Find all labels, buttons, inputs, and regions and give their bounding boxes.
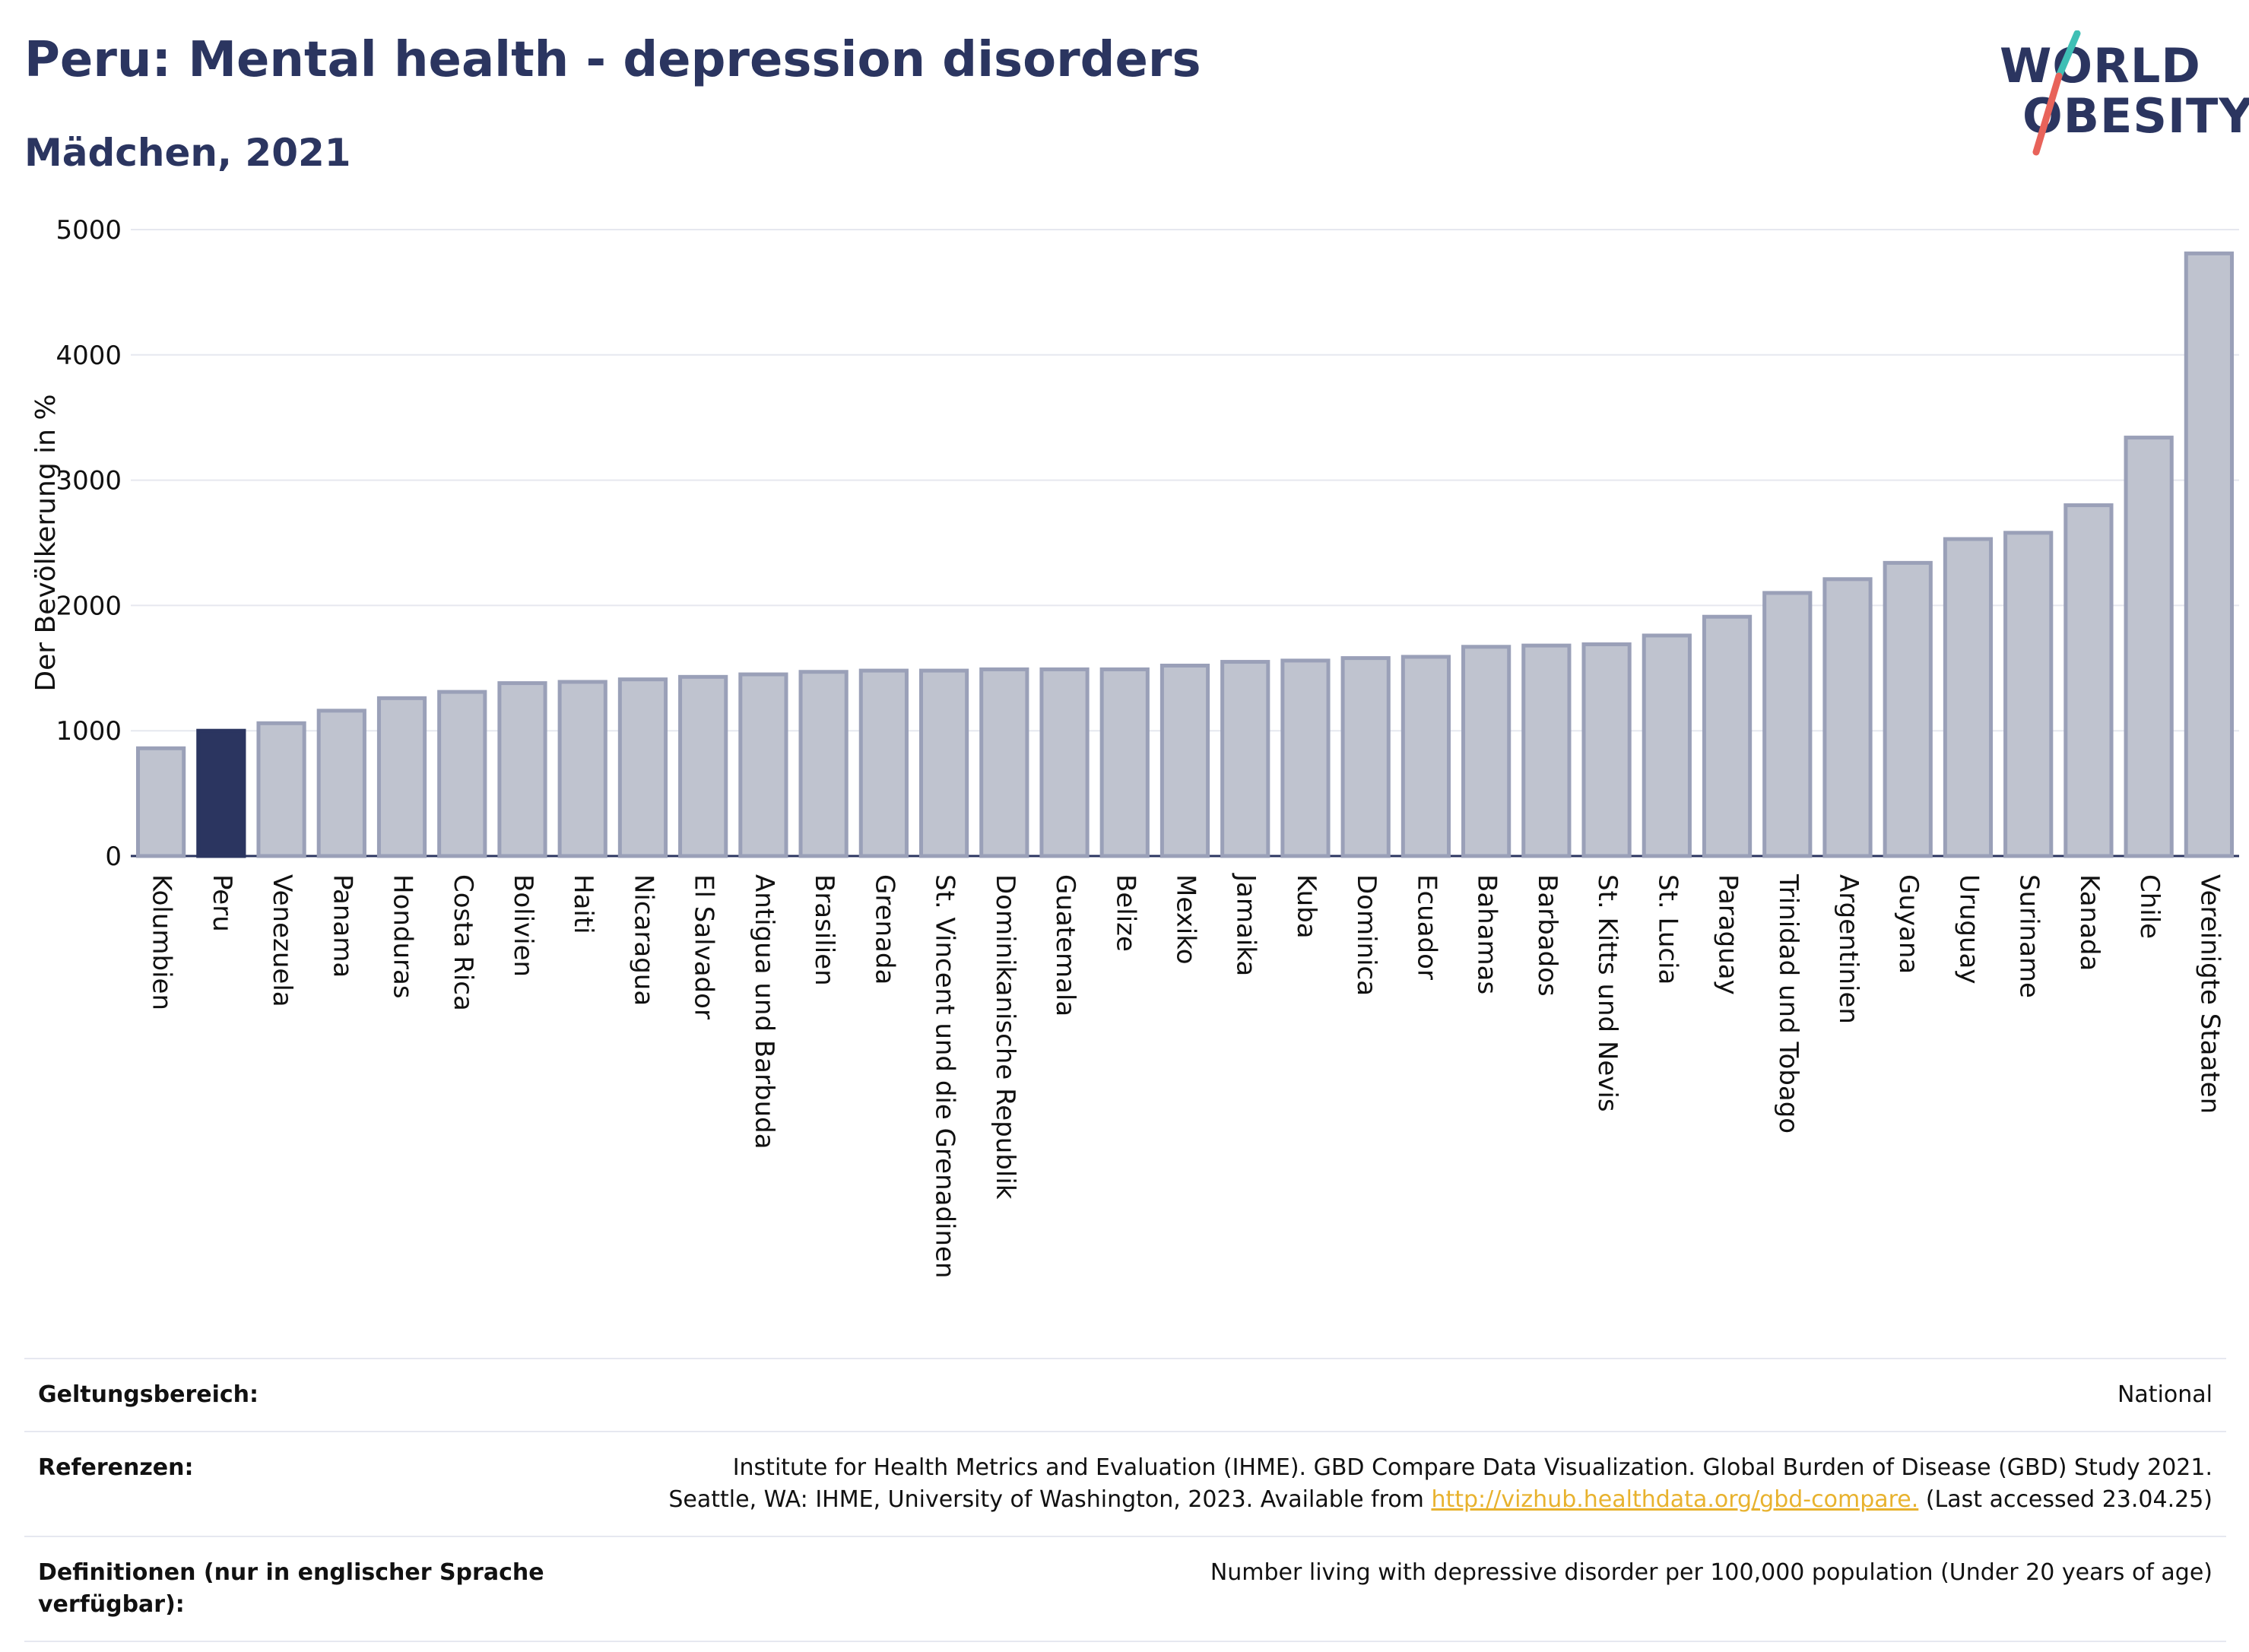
- x-tick-label: Ecuador: [1411, 874, 1442, 980]
- x-tick-label: Vereinigte Staaten: [2194, 874, 2225, 1114]
- x-tick-label: Nicaragua: [628, 874, 658, 1006]
- bar: [738, 672, 788, 858]
- x-tick-label: Bolivien: [508, 874, 538, 977]
- reference-line2-post: (Last accessed 23.04.25): [1918, 1486, 2213, 1513]
- x-tick-label: Bahamas: [1472, 874, 1502, 994]
- x-tick-label: St. Lucia: [1652, 874, 1683, 985]
- bar: [1581, 642, 1632, 858]
- bar: [858, 668, 909, 858]
- x-tick-label: Haiti: [568, 874, 598, 934]
- x-tick-label: Kolumbien: [147, 874, 177, 1010]
- x-tick-label: Panama: [327, 874, 357, 978]
- bar: [1280, 658, 1331, 858]
- bar: [1039, 667, 1090, 858]
- scope-row: Geltungsbereich: National: [24, 1358, 2226, 1431]
- bar: [918, 668, 969, 858]
- bar: [316, 709, 366, 858]
- x-tick-label: Grenada: [869, 874, 899, 985]
- reference-line1: Institute for Health Metrics and Evaluat…: [732, 1454, 2213, 1481]
- y-axis-label: Der Bevölkerung in %: [30, 394, 62, 691]
- x-tick-label: Venezuela: [267, 874, 297, 1007]
- x-tick-label: Jamaika: [1231, 873, 1261, 976]
- x-tick-label: Antigua und Barbuda: [749, 874, 779, 1149]
- x-tick-label: Belize: [1110, 874, 1140, 952]
- references-row: Referenzen: Institute for Health Metrics…: [24, 1431, 2226, 1536]
- bar: [1762, 591, 1813, 858]
- bar: [557, 680, 607, 858]
- logo-line1: WORLD: [2000, 38, 2201, 94]
- x-tick-label: Chile: [2134, 874, 2165, 939]
- bar-highlight: [196, 728, 246, 858]
- scope-label: Geltungsbereich:: [38, 1381, 259, 1408]
- x-tick-label: Costa Rica: [448, 874, 478, 1011]
- bar: [1400, 655, 1451, 858]
- bar: [2124, 436, 2174, 858]
- x-tick-label: Dominikanische Republik: [990, 874, 1020, 1200]
- bar: [1220, 660, 1270, 858]
- reference-line2-pre: Seattle, WA: IHME, University of Washing…: [668, 1486, 1432, 1513]
- bar: [1883, 560, 1933, 858]
- bar: [798, 670, 849, 858]
- bar: [136, 746, 186, 858]
- scope-value: National: [2117, 1381, 2213, 1408]
- x-tick-label: El Salvador: [689, 874, 719, 1019]
- x-tick-label: St. Kitts und Nevis: [1592, 874, 1623, 1112]
- definitions-label: Definitionen (nur in englischer Sprache …: [38, 1559, 544, 1618]
- x-tick-label: Kanada: [2074, 874, 2105, 971]
- y-tick-label: 4000: [56, 341, 122, 371]
- x-tick-label: Paraguay: [1713, 874, 1743, 995]
- y-tick-label: 2000: [56, 591, 122, 621]
- y-tick-label: 0: [105, 842, 122, 872]
- bar: [376, 696, 427, 858]
- x-tick-label: Guyana: [1893, 874, 1924, 974]
- bar: [1159, 664, 1210, 858]
- x-tick-label: Honduras: [388, 874, 418, 999]
- logo-line2: OBESITY: [2022, 88, 2249, 144]
- x-tick-label: Argentinien: [1833, 874, 1864, 1024]
- bar: [1702, 614, 1753, 858]
- x-tick-label: Suriname: [2014, 874, 2044, 998]
- bar: [1461, 645, 1511, 858]
- y-tick-label: 1000: [56, 716, 122, 747]
- world-obesity-logo: WORLD OBESITY: [1992, 30, 2249, 160]
- x-tick-label: Mexiko: [1171, 874, 1201, 965]
- bar: [1521, 643, 1572, 858]
- y-tick-label: 5000: [56, 215, 122, 246]
- bar: [2184, 251, 2234, 858]
- x-tick-label: St. Vincent und die Grenadinen: [930, 874, 960, 1279]
- reference-link[interactable]: http://vizhub.healthdata.org/gbd-compare…: [1431, 1486, 1919, 1513]
- x-tick-label: Trinidad und Tobago: [1773, 874, 1803, 1134]
- chart-title: Peru: Mental health - depression disorde…: [24, 32, 1201, 88]
- bar: [1822, 577, 1873, 858]
- bar: [979, 667, 1029, 858]
- references-label: Referenzen:: [38, 1454, 194, 1481]
- bar: [678, 674, 728, 858]
- definitions-row: Definitionen (nur in englischer Sprache …: [24, 1536, 2226, 1642]
- x-tick-label: Uruguay: [1953, 874, 1984, 985]
- x-tick-label: Brasilien: [809, 874, 839, 986]
- bar-chart: 0 1000 2000 3000 4000 5000 Der Bevölkerung in …: [30, 215, 2239, 1279]
- references-value: Institute for Health Metrics and Evaluat…: [668, 1452, 2213, 1516]
- bar: [617, 677, 668, 858]
- bar: [1340, 656, 1391, 858]
- info-table: Geltungsbereich: National Referenzen: In…: [24, 1358, 2226, 1642]
- bar: [2063, 503, 2114, 858]
- bar: [497, 681, 547, 858]
- bar: [1642, 633, 1692, 858]
- bar: [256, 721, 306, 858]
- x-tick-label: Guatemala: [1050, 874, 1080, 1016]
- chart-subtitle: Mädchen, 2021: [24, 131, 351, 175]
- definitions-value: Number living with depressive disorder p…: [1210, 1559, 2213, 1586]
- bar: [437, 690, 487, 858]
- x-tick-label: Dominica: [1351, 874, 1381, 996]
- bar: [2003, 531, 2054, 858]
- bar: [1099, 667, 1150, 858]
- x-tick-label: Peru: [207, 874, 237, 932]
- bar: [1943, 537, 1994, 858]
- y-tick-label: 3000: [56, 466, 122, 496]
- x-tick-label: Kuba: [1291, 874, 1321, 939]
- logo-slash-icon: [2032, 30, 2081, 156]
- x-tick-label: Barbados: [1532, 874, 1562, 997]
